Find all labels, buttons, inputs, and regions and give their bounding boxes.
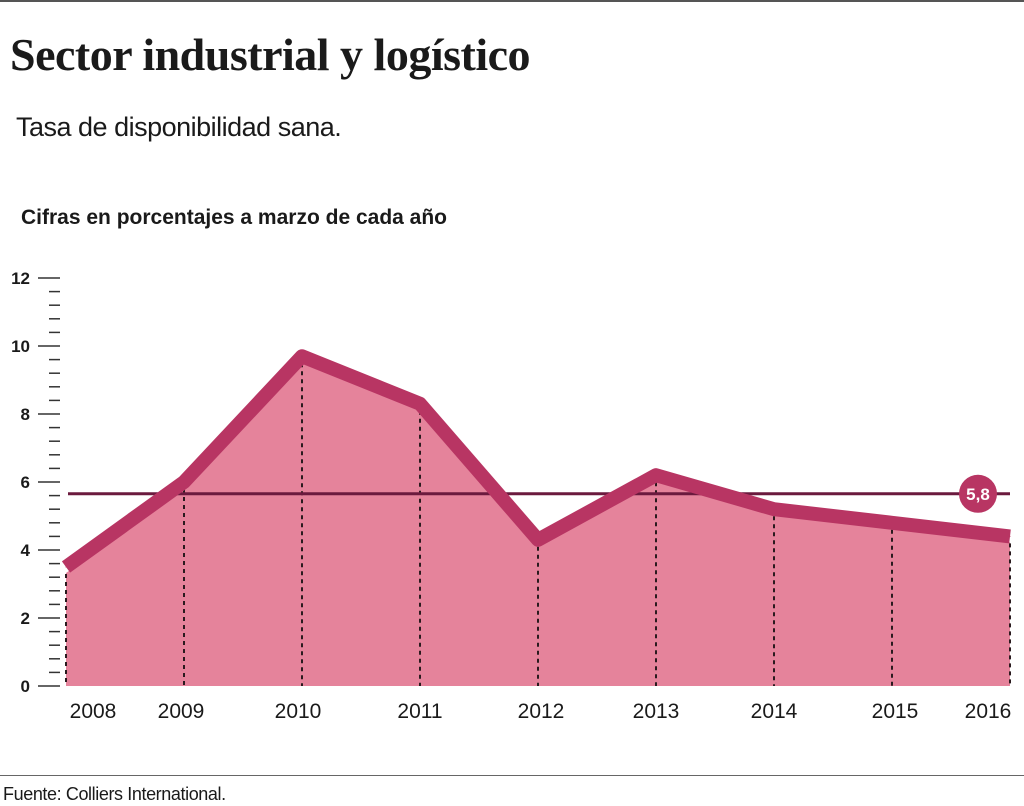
y-tick-label-4: 4: [21, 541, 31, 560]
y-tick-label-8: 8: [21, 405, 30, 424]
data-point-2012: [537, 539, 539, 541]
x-tick-label-2009: 2009: [158, 700, 205, 723]
y-axis: 0 2 4 6 8 10 12: [11, 269, 60, 696]
y-tick-label-6: 6: [21, 473, 30, 492]
y-tick-label-12: 12: [11, 269, 30, 288]
data-point-2008: [65, 566, 67, 568]
units-note: Cifras en porcentajes a marzo de cada añ…: [21, 206, 447, 229]
data-point-2011: [419, 403, 421, 405]
data-point-2014: [773, 508, 775, 510]
x-tick-label-2015: 2015: [872, 700, 919, 723]
series-line-layer: [61, 349, 1011, 573]
y-tick-label-10: 10: [11, 337, 30, 356]
chart-subtitle: Tasa de disponibilidad sana.: [16, 112, 342, 142]
reference-badge-layer: 5,8: [959, 474, 997, 513]
x-tick-label-2014: 2014: [751, 700, 798, 723]
x-tick-label-2013: 2013: [633, 700, 680, 723]
x-tick-label-2011: 2011: [397, 700, 442, 723]
source-note: Fuente: Colliers International.: [3, 784, 226, 804]
data-point-2013: [655, 474, 657, 476]
reference-badge-label: 5,8: [966, 485, 990, 504]
reference-badge: [959, 474, 997, 513]
y-tick-label-2: 2: [21, 609, 30, 628]
chart-title: Sector industrial y logístico: [10, 29, 531, 80]
data-point-2016: [1009, 535, 1011, 537]
x-tick-label-2012: 2012: [518, 700, 565, 723]
x-tick-label-2016: 2016: [965, 700, 1012, 723]
bottom-rule: [0, 775, 1024, 776]
x-axis: 2008 2009 2010 2011 2012 2013 2014 2015 2016: [70, 700, 1012, 723]
data-point-2010: [301, 355, 303, 357]
x-tick-label-2010: 2010: [275, 700, 322, 723]
dotted-guides: [65, 363, 1011, 686]
x-tick-label-2008: 2008: [70, 700, 117, 723]
y-tick-label-0: 0: [21, 677, 30, 696]
data-point-2015: [891, 522, 893, 524]
data-point-2009: [183, 481, 185, 483]
top-rule: [0, 0, 1024, 2]
